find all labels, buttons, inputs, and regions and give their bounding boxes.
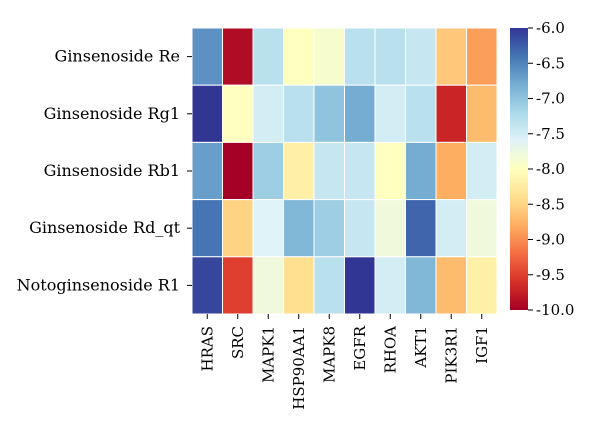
heatmap-cell — [374, 256, 406, 315]
heatmap-cell — [466, 27, 498, 86]
heatmap-cell — [435, 84, 467, 143]
column-label: IGF1 — [473, 326, 491, 364]
row-labels: Ginsenoside Re Ginsenoside Rg1 Ginsenoside… — [17, 47, 192, 294]
row-label: Ginsenoside Re — [55, 47, 180, 66]
heatmap-cell — [252, 141, 284, 201]
heatmap-cell — [405, 84, 437, 143]
heatmap-cell — [344, 141, 376, 201]
heatmap-cell — [466, 256, 498, 315]
heatmap-cell — [222, 27, 254, 86]
colorbar-bar — [510, 28, 528, 310]
row-label: Ginsenoside Rb1 — [44, 161, 180, 180]
row-label: Ginsenoside Rg1 — [44, 104, 180, 123]
heatmap-cell — [283, 84, 315, 143]
colorbar-tick-label: -6.0 — [536, 19, 565, 37]
heatmap-cells — [191, 27, 498, 315]
heatmap-cell — [435, 199, 467, 258]
heatmap-cell — [252, 199, 284, 258]
heatmap-cell — [191, 256, 223, 315]
column-label: HRAS — [198, 326, 216, 371]
colorbar: -6.0 -6.5 -7.0 -7.5 -8.0 -8.5 -9.0 -9.5 -10.0 — [510, 19, 574, 319]
column-label: AKT1 — [412, 326, 430, 369]
column-label: HSP90AA1 — [290, 326, 308, 410]
heatmap-cell — [252, 84, 284, 143]
heatmap-cell — [466, 141, 498, 201]
heatmap-cell — [344, 199, 376, 258]
heatmap-cell — [313, 27, 345, 86]
heatmap-cell — [374, 27, 406, 86]
heatmap-cell — [405, 27, 437, 86]
colorbar-tick-label: -10.0 — [536, 301, 574, 319]
heatmap-cell — [466, 84, 498, 143]
column-label: SRC — [229, 326, 247, 359]
heatmap-cell — [466, 199, 498, 258]
column-label: MAPK1 — [259, 326, 277, 383]
colorbar-tick-label: -9.0 — [536, 231, 565, 249]
heatmap-cell — [283, 27, 315, 86]
heatmap-cell — [222, 141, 254, 201]
heatmap-cell — [252, 256, 284, 315]
heatmap-cell — [283, 141, 315, 201]
row-label: Notoginsenoside R1 — [17, 275, 180, 294]
heatmap-cell — [435, 256, 467, 315]
heatmap-cell — [405, 256, 437, 315]
colorbar-tick-label: -7.5 — [536, 125, 565, 143]
heatmap-cell — [222, 256, 254, 315]
heatmap-cell — [374, 84, 406, 143]
heatmap-cell — [374, 199, 406, 258]
heatmap-cell — [313, 199, 345, 258]
heatmap-cell — [191, 27, 223, 86]
colorbar-tick-label: -8.0 — [536, 160, 565, 178]
heatmap-cell — [252, 27, 284, 86]
heatmap-cell — [405, 199, 437, 258]
heatmap-cell — [191, 199, 223, 258]
heatmap-cell — [435, 27, 467, 86]
heatmap-cell — [344, 256, 376, 315]
column-label: RHOA — [381, 326, 399, 374]
colorbar-tick-label: -7.0 — [536, 90, 565, 108]
heatmap-cell — [344, 27, 376, 86]
heatmap-cell — [283, 256, 315, 315]
heatmap-cell — [313, 141, 345, 201]
heatmap-cell — [283, 199, 315, 258]
heatmap-cell — [313, 256, 345, 315]
heatmap-cell — [191, 141, 223, 201]
column-label: PIK3R1 — [442, 326, 460, 384]
heatmap-cell — [222, 84, 254, 143]
heatmap-cell — [405, 141, 437, 201]
colorbar-tick-label: -9.5 — [536, 266, 565, 284]
heatmap-cell — [435, 141, 467, 201]
colorbar-tick-label: -8.5 — [536, 195, 565, 213]
row-label: Ginsenoside Rd_qt — [29, 218, 180, 237]
column-label: EGFR — [351, 325, 369, 370]
column-label: MAPK8 — [320, 326, 338, 383]
heatmap-cell — [313, 84, 345, 143]
heatmap-cell — [374, 141, 406, 201]
heatmap-cell — [222, 199, 254, 258]
heatmap-cell — [191, 84, 223, 143]
colorbar-tick-label: -6.5 — [536, 54, 565, 72]
heatmap-cell — [344, 84, 376, 143]
column-labels: HRAS SRC MAPK1 HSP90AA1 MAPK8 EGFR RHOA AKT1 PIK… — [198, 314, 491, 410]
